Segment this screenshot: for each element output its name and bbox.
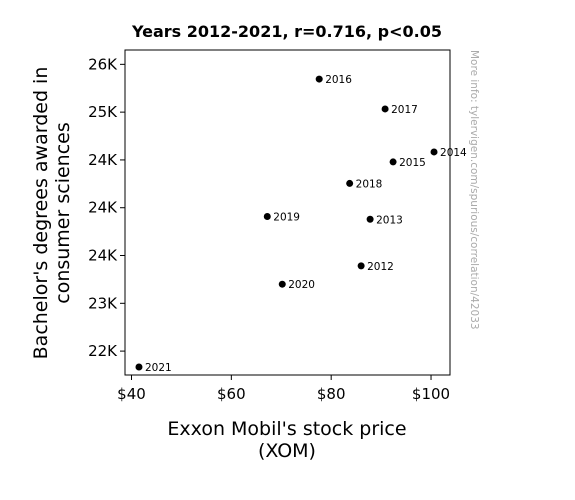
source-credit: More info: tylervigen.com/spurious/corre…: [468, 50, 480, 330]
data-point-label: 2013: [376, 214, 403, 226]
plot-frame: [124, 49, 451, 376]
data-point: [135, 363, 143, 371]
data-point: [263, 212, 271, 220]
y-tick-label: 22K: [88, 342, 118, 360]
data-point: [357, 262, 365, 270]
y-axis-ticks: 22K 23K 24K 24K 24K 25K 26K: [88, 55, 125, 360]
y-tick-label: 25K: [88, 103, 118, 121]
y-tick-label: 24K: [88, 199, 118, 217]
x-tick-label: $100: [412, 385, 450, 403]
data-point-label: 2017: [391, 104, 418, 116]
y-axis-label: Bachelor's degrees awarded in consumer s…: [30, 67, 74, 360]
y-tick-label: 23K: [88, 294, 118, 312]
data-point: [346, 179, 354, 187]
data-point-label: 2018: [356, 178, 383, 190]
data-point: [389, 158, 397, 166]
x-tick-label: $40: [117, 385, 146, 403]
data-point: [315, 75, 323, 83]
y-tick-label: 24K: [88, 151, 118, 169]
data-point: [366, 215, 374, 223]
y-axis-label-line-2: consumer sciences: [52, 122, 74, 304]
data-point-label: 2016: [325, 74, 352, 86]
x-axis-ticks: $40 $60 $80 $100: [117, 375, 450, 403]
data-point-label: 2021: [145, 362, 172, 374]
data-point: [278, 280, 286, 288]
data-point-label: 2020: [288, 279, 315, 291]
data-point-label: 2014: [440, 147, 467, 159]
x-axis-label-line-2: (XOM): [258, 440, 316, 462]
data-point: [430, 148, 438, 156]
chart-title: Years 2012-2021, r=0.716, p<0.05: [131, 22, 442, 41]
data-points: 2012 2013 2014 2015 2016 2017 2018 2019 2020 2021: [135, 74, 467, 374]
data-point-label: 2015: [399, 157, 426, 169]
y-tick-label: 24K: [88, 247, 118, 265]
data-point-label: 2012: [367, 261, 394, 273]
x-axis-label-line-1: Exxon Mobil's stock price: [167, 418, 406, 440]
x-tick-label: $60: [217, 385, 246, 403]
y-tick-label: 26K: [88, 55, 118, 73]
data-point: [381, 105, 389, 113]
data-point-label: 2019: [273, 211, 300, 223]
x-tick-label: $80: [317, 385, 346, 403]
y-axis-label-line-1: Bachelor's degrees awarded in: [30, 67, 52, 360]
